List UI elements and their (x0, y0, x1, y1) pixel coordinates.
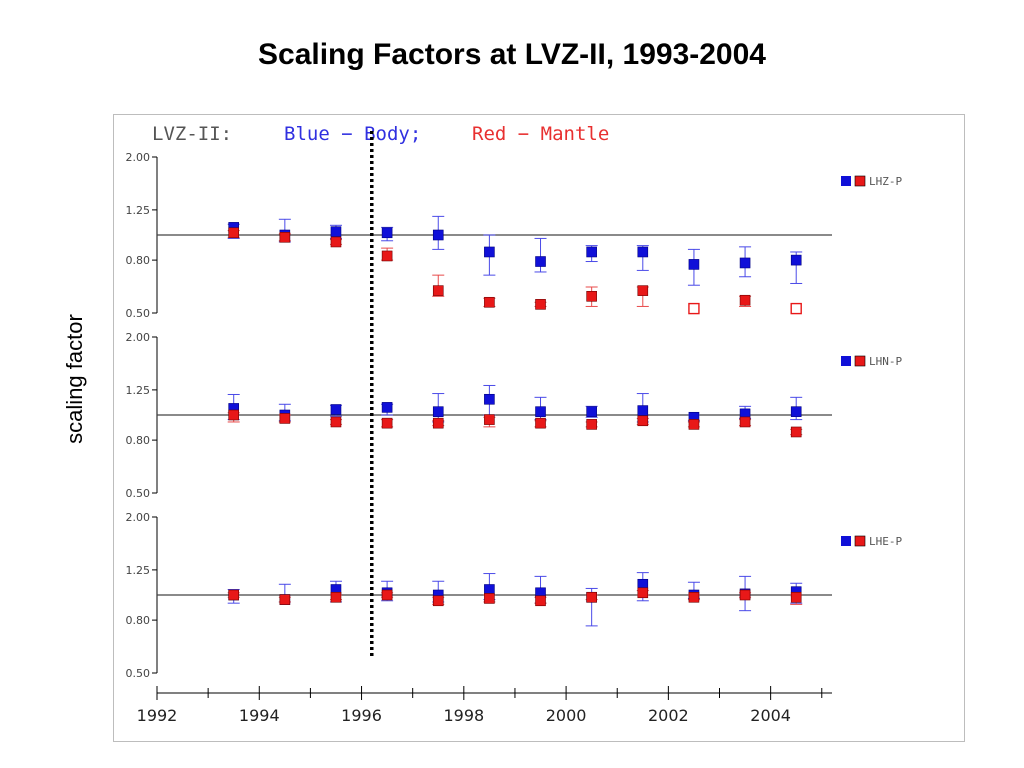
data-point (381, 250, 393, 262)
data-point (790, 406, 802, 417)
data-point-open (790, 302, 802, 315)
x-tick-label: 1996 (341, 706, 382, 725)
data-point (535, 299, 546, 310)
y-tick-label: 2.00 (126, 511, 151, 524)
data-point (586, 246, 597, 258)
data-point (586, 406, 597, 417)
data-point (381, 417, 393, 429)
data-point (432, 417, 444, 429)
y-tick-label: 2.00 (126, 331, 151, 344)
y-axis-label: scaling factor (62, 314, 87, 444)
data-point (688, 591, 700, 603)
data-point-open (688, 302, 700, 315)
data-point (535, 406, 546, 417)
data-point (586, 290, 597, 302)
y-tick-label: 0.80 (126, 434, 151, 447)
data-point (432, 285, 444, 296)
data-point (381, 227, 393, 239)
legend-marker-mantle (854, 535, 866, 547)
legend-marker-mantle (854, 355, 866, 367)
data-point (535, 417, 546, 429)
data-point (279, 413, 291, 424)
data-point (637, 415, 649, 427)
data-point (484, 584, 495, 595)
y-tick-label: 0.50 (126, 307, 151, 320)
data-point (484, 296, 495, 308)
data-point (688, 419, 700, 430)
data-point (586, 419, 597, 430)
data-point (790, 426, 802, 438)
header-blue-body: Blue − Body; (284, 123, 421, 145)
y-tick-label: 0.80 (126, 254, 151, 267)
data-point (228, 227, 240, 239)
y-tick-label: 1.25 (126, 564, 151, 577)
data-point (432, 595, 444, 607)
data-point (330, 404, 342, 415)
data-point (637, 246, 649, 258)
legend-marker-mantle (854, 175, 866, 187)
y-tick-label: 0.80 (126, 614, 151, 627)
data-point (739, 416, 751, 428)
legend-marker-body (841, 176, 851, 186)
data-point (637, 587, 649, 599)
data-point (790, 591, 802, 603)
data-point (484, 414, 495, 425)
data-point (484, 593, 495, 604)
data-point (637, 285, 649, 296)
data-point (586, 591, 597, 603)
data-point (279, 231, 291, 243)
y-tick-label: 2.00 (126, 151, 151, 164)
data-point (330, 591, 342, 603)
legend-label: LHN-P (869, 355, 902, 368)
chart-title: Scaling Factors at LVZ-II, 1993-2004 (258, 38, 766, 71)
chart-frame: LVZ-II: Blue − Body; Red − Mantle 2.00 1.… (113, 114, 965, 742)
data-point (432, 229, 444, 241)
data-point (688, 259, 700, 270)
data-point (739, 294, 751, 306)
x-tick-label: 2002 (648, 706, 689, 725)
data-point (484, 246, 495, 258)
data-point (330, 226, 342, 237)
x-tick-label: 1998 (443, 706, 484, 725)
y-tick-label: 1.25 (126, 384, 151, 397)
data-point (739, 257, 751, 269)
legend-label: LHE-P (869, 535, 902, 548)
data-point (535, 595, 546, 607)
y-tick-label: 0.50 (126, 487, 151, 500)
legend-marker-body (841, 536, 851, 546)
x-tick-label: 1994 (239, 706, 280, 725)
data-point (739, 589, 751, 601)
data-point (381, 402, 393, 413)
legend-label: LHZ-P (869, 175, 902, 188)
data-point (790, 254, 802, 266)
header-red-mantle: Red − Mantle (472, 123, 609, 145)
data-point (484, 393, 495, 405)
x-tick-label: 2000 (546, 706, 587, 725)
data-point (279, 594, 291, 605)
data-point (381, 589, 393, 601)
data-point (228, 589, 240, 601)
plot-area: 2.00 1.25 0.80 0.50 LHZ-P 2.00 1.25 0.80 0.50 LHN… (126, 131, 902, 725)
y-tick-label: 0.50 (126, 667, 151, 680)
data-point (228, 409, 240, 421)
x-tick-label: 1992 (137, 706, 178, 725)
legend-marker-body (841, 356, 851, 366)
chart-svg: LVZ-II: Blue − Body; Red − Mantle 2.00 1.… (126, 123, 903, 725)
data-point (432, 406, 444, 417)
header-station: LVZ-II: (152, 123, 232, 145)
y-tick-label: 1.25 (126, 204, 151, 217)
data-point (637, 405, 649, 416)
data-point (330, 236, 342, 248)
x-tick-label: 2004 (750, 706, 791, 725)
data-point (330, 416, 342, 428)
data-point (535, 256, 546, 267)
